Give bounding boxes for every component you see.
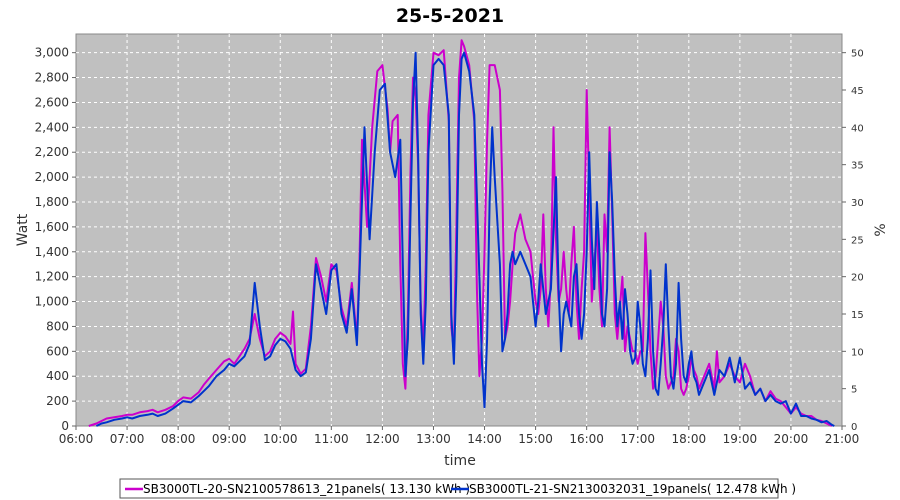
x-tick-label: 10:00 xyxy=(263,432,298,446)
x-tick-label: 17:00 xyxy=(620,432,655,446)
y2-tick-label: 35 xyxy=(851,161,864,172)
grid-lines xyxy=(76,34,842,426)
y-tick-label: 1,200 xyxy=(35,270,69,284)
y2-tick-label: 0 xyxy=(851,422,857,433)
x-tick-label: 14:00 xyxy=(467,432,502,446)
x-tick-label: 08:00 xyxy=(161,432,196,446)
y-axis-ticks: 0 200 400 600 800 1,000 1,200 1,400 1,600 1,800 2,… xyxy=(35,46,76,433)
y-tick-label: 1,800 xyxy=(35,195,69,209)
y2-tick-label: 30 xyxy=(851,198,864,209)
x-tick-label: 19:00 xyxy=(723,432,758,446)
series-line-2 xyxy=(95,51,835,427)
series-lines xyxy=(88,39,835,427)
legend: SB3000TL-20-SN2100578613_21panels( 13.13… xyxy=(119,478,796,499)
y-tick-label: 200 xyxy=(46,394,69,408)
x-tick-label: 15:00 xyxy=(518,432,553,446)
chart-title: 25-5-2021 xyxy=(396,5,504,27)
x-tick-label: 18:00 xyxy=(672,432,707,446)
legend-box xyxy=(119,478,779,499)
y-tick-label: 2,400 xyxy=(35,120,69,134)
y-tick-label: 1,000 xyxy=(35,295,69,309)
y2-axis-ticks: 0 5 10 15 20 25 30 35 40 45 50 xyxy=(842,49,864,433)
y2-tick-label: 50 xyxy=(851,49,864,60)
x-axis-ticks: 06:00 07:00 08:00 09:00 10:00 11:00 12:00 13:00… xyxy=(59,426,860,446)
y2-tick-label: 25 xyxy=(851,235,864,246)
y-tick-label: 1,400 xyxy=(35,245,69,259)
y2-tick-label: 5 xyxy=(851,385,857,396)
series-line-1 xyxy=(88,39,833,427)
y2-tick-label: 40 xyxy=(851,123,864,134)
x-axis-label: time xyxy=(444,453,476,469)
y-tick-label: 400 xyxy=(46,369,69,383)
y2-tick-label: 15 xyxy=(851,310,864,321)
x-tick-label: 11:00 xyxy=(314,432,349,446)
y-tick-label: 3,000 xyxy=(35,46,69,60)
y-tick-label: 0 xyxy=(61,419,69,433)
y2-tick-label: 20 xyxy=(851,273,864,284)
y2-tick-label: 45 xyxy=(851,86,864,97)
x-tick-label: 12:00 xyxy=(365,432,400,446)
y2-tick-label: 10 xyxy=(851,347,864,358)
x-tick-label: 20:00 xyxy=(774,432,809,446)
y-tick-label: 600 xyxy=(46,344,69,358)
y-axis-label: Watt xyxy=(15,213,31,246)
x-tick-label: 16:00 xyxy=(569,432,604,446)
y2-axis-label: % xyxy=(873,223,889,236)
legend-label-series-1: SB3000TL-20-SN2100578613_21panels( 13.13… xyxy=(143,482,470,496)
y-tick-label: 2,600 xyxy=(35,95,69,109)
plot-area xyxy=(75,33,843,427)
y-tick-label: 2,000 xyxy=(35,170,69,184)
legend-label-series-2: SB3000TL-21-SN2130032031_19panels( 12.47… xyxy=(469,482,796,496)
x-tick-label: 09:00 xyxy=(212,432,247,446)
y-tick-label: 800 xyxy=(46,319,69,333)
x-tick-label: 13:00 xyxy=(416,432,451,446)
x-tick-label: 06:00 xyxy=(59,432,94,446)
x-tick-label: 21:00 xyxy=(825,432,860,446)
y-tick-label: 1,600 xyxy=(35,220,69,234)
x-tick-label: 07:00 xyxy=(110,432,145,446)
y-tick-label: 2,800 xyxy=(35,71,69,85)
y-tick-label: 2,200 xyxy=(35,145,69,159)
